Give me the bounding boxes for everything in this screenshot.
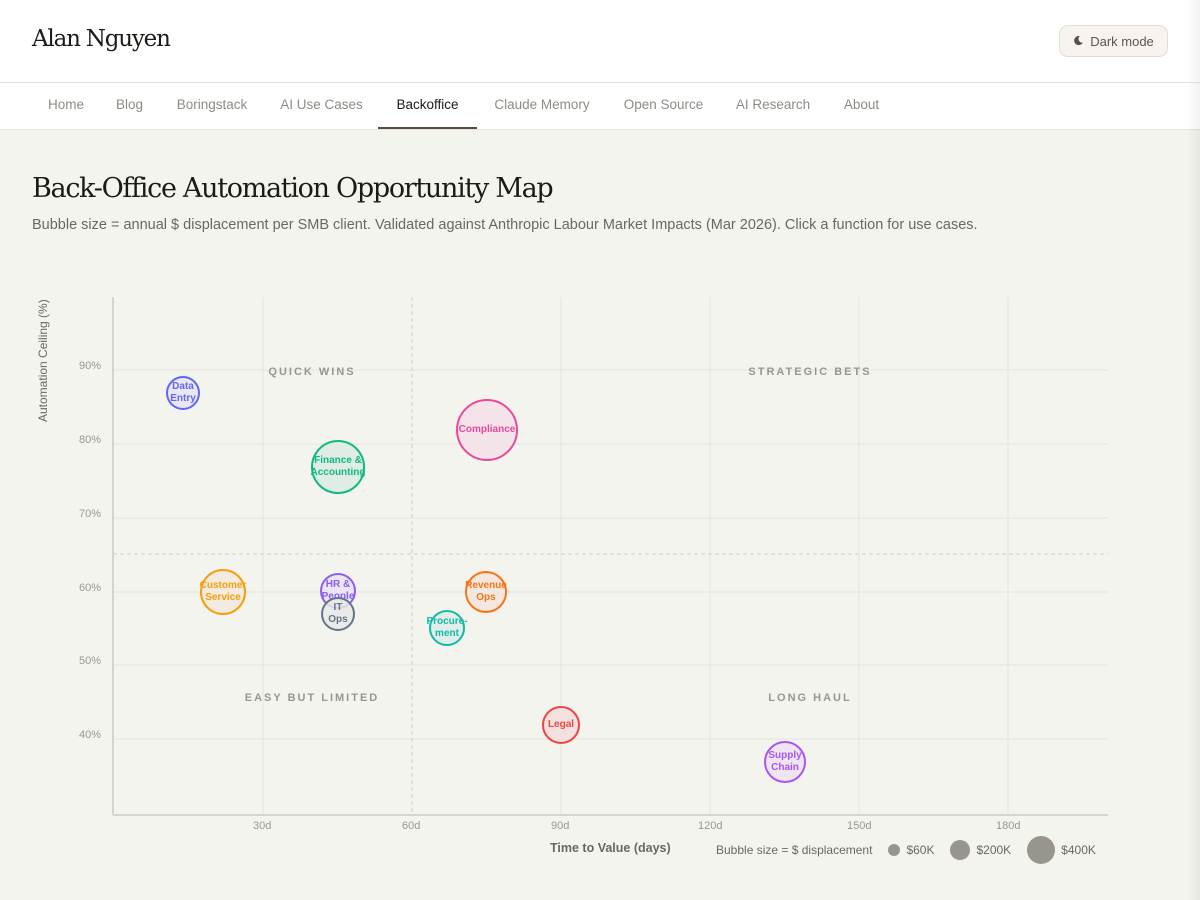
bubble-label: Supply	[768, 750, 802, 761]
x-tick: 90d	[551, 820, 570, 832]
bubble-label: Accounting	[310, 467, 366, 478]
large-bubble-icon	[1027, 836, 1056, 864]
bubble-label: Chain	[771, 762, 799, 773]
site-header: Alan Nguyen Dark mode	[0, 0, 1200, 83]
quadrant-label-long-haul: LONG HAUL	[768, 692, 852, 704]
dark-mode-label: Dark mode	[1090, 33, 1154, 49]
bubble-revenue-ops[interactable]: Revenue Ops	[465, 571, 507, 613]
quadrant-label-easy-but-limited: EASY BUT LIMITED	[244, 692, 380, 704]
y-tick: 50%	[79, 655, 102, 667]
bubble-label: Service	[205, 592, 241, 603]
quadrant-label-strategic-bets: STRATEGIC BETS	[748, 366, 872, 378]
x-tick: 180d	[996, 820, 1021, 832]
size-legend-title: Bubble size = $ displacement	[716, 843, 873, 857]
nav-item-about[interactable]: About	[843, 97, 880, 112]
y-tick: 80%	[79, 434, 102, 446]
bubble-label: Entry	[170, 393, 196, 404]
bubble-label: People	[322, 591, 355, 603]
size-legend-entry: $200K	[950, 840, 1011, 860]
bubble-data-entry[interactable]: Data Entry	[166, 376, 200, 410]
y-tick: 60%	[79, 582, 102, 594]
page-subtitle: Bubble size = annual $ displacement per …	[32, 217, 978, 233]
y-tick: 70%	[79, 508, 102, 520]
bubble-label: Data	[172, 381, 194, 392]
size-legend-entry: $400K	[1027, 836, 1096, 864]
nav-item-home[interactable]: Home	[47, 97, 84, 112]
bubble-legal[interactable]: Legal	[542, 706, 580, 744]
y-tick: 90%	[79, 360, 102, 372]
bubble-label: Ops	[476, 592, 496, 603]
bubble-label: Procure-	[426, 616, 468, 627]
x-tick: 60d	[402, 820, 421, 832]
quadrant-label-quick-wins: QUICK WINS	[268, 366, 356, 378]
bubble-label: ment	[435, 628, 459, 639]
size-legend-label: $60K	[906, 843, 935, 857]
bubble-finance-accounting[interactable]: Finance & Accounting	[310, 440, 366, 494]
bubble-label: HR &	[325, 579, 351, 590]
nav-item-backoffice[interactable]: Backoffice	[378, 83, 477, 129]
bubble-label: IT	[333, 602, 343, 613]
nav-item-ai-use-cases[interactable]: AI Use Cases	[280, 97, 363, 112]
dark-mode-button[interactable]: Dark mode	[1059, 25, 1168, 57]
bubble-customer-service[interactable]: Customer Service	[200, 569, 246, 615]
x-tick: 120d	[698, 820, 723, 832]
y-axis-label: Automation Ceiling (%)	[36, 299, 50, 422]
main-nav: Home Blog Boringstack AI Use Cases Backo…	[0, 83, 1200, 130]
bubble-label: Legal	[547, 719, 575, 730]
x-tick: 30d	[253, 820, 272, 832]
nav-item-boringstack[interactable]: Boringstack	[176, 97, 248, 112]
bubble-it-ops[interactable]: IT Ops	[321, 597, 355, 631]
x-axis-label: Time to Value (days)	[550, 841, 671, 855]
nav-item-claude-memory[interactable]: Claude Memory	[494, 97, 590, 112]
bubble-label: Customer	[199, 580, 247, 591]
size-legend-label: $400K	[1061, 843, 1096, 857]
bubble-label: Compliance	[458, 424, 516, 435]
size-legend-label: $200K	[976, 843, 1012, 857]
x-tick: 150d	[847, 820, 872, 832]
nav-item-open-source[interactable]: Open Source	[623, 97, 704, 112]
size-legend: Bubble size = $ displacement $60K $200K …	[716, 835, 1096, 865]
moon-icon	[1073, 34, 1084, 49]
bubble-supply-chain[interactable]: Supply Chain	[764, 741, 806, 783]
y-tick: 40%	[79, 729, 102, 741]
size-legend-entry: $60K	[888, 843, 934, 857]
bubble-label: Finance &	[314, 455, 362, 466]
nav-item-ai-research[interactable]: AI Research	[735, 97, 811, 112]
site-brand[interactable]: Alan Nguyen	[32, 26, 171, 52]
small-bubble-icon	[888, 844, 901, 856]
page-title: Back-Office Automation Opportunity Map	[32, 173, 554, 204]
bubble-label: Ops	[328, 614, 348, 625]
bubble-compliance[interactable]: Compliance	[456, 399, 518, 461]
bubble-procurement[interactable]: Procure-ment	[426, 610, 468, 646]
nav-item-blog[interactable]: Blog	[115, 97, 144, 112]
bubble-label: Revenue	[465, 580, 507, 591]
medium-bubble-icon	[950, 840, 971, 860]
